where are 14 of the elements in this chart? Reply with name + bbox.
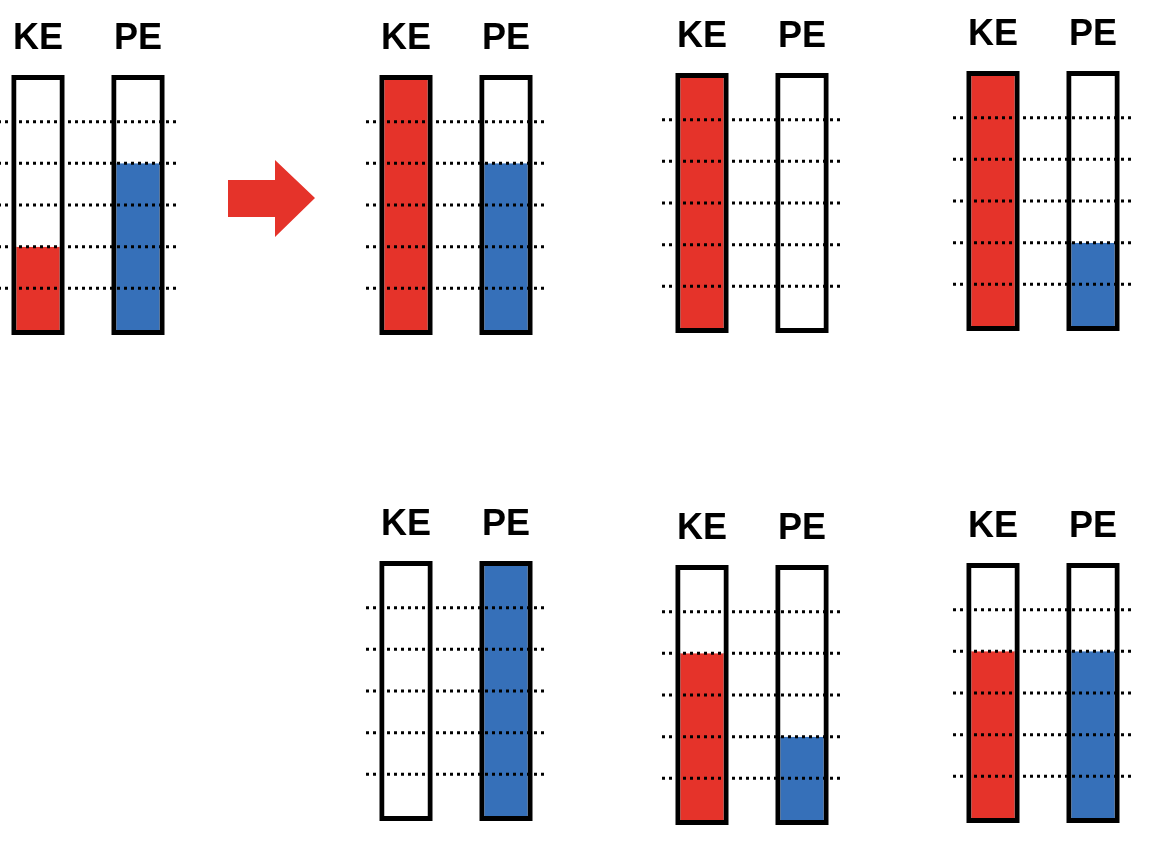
x-tick-label: KE: [12, 16, 64, 57]
x-tick-label: KE: [676, 14, 728, 55]
x-tick-label: PE: [113, 16, 163, 57]
x-tick-label: KE: [967, 12, 1019, 53]
x-tick-label: PE: [481, 502, 531, 543]
x-tick-label: PE: [481, 16, 531, 57]
x-tick-label: PE: [1068, 504, 1118, 545]
x-tick-label: KE: [676, 506, 728, 547]
x-tick-label: PE: [777, 506, 827, 547]
x-tick-label: PE: [1068, 12, 1118, 53]
x-tick-label: KE: [380, 16, 432, 57]
x-tick-label: KE: [967, 504, 1019, 545]
x-tick-label: PE: [777, 14, 827, 55]
x-tick-label: KE: [380, 502, 432, 543]
